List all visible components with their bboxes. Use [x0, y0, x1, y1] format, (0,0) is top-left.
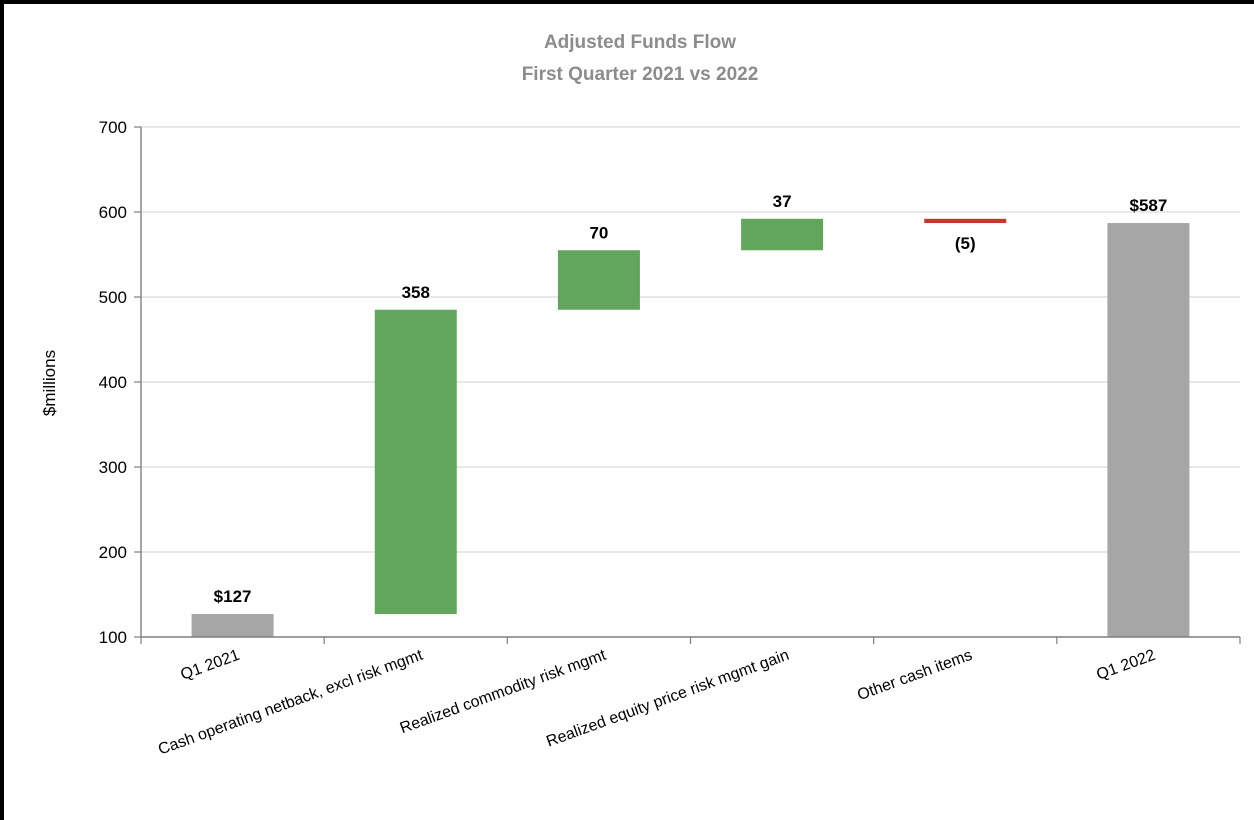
bar-increase	[557, 250, 640, 310]
x-tick-label: Other cash items	[855, 647, 974, 704]
bars	[191, 218, 1190, 638]
axes	[140, 127, 1241, 644]
y-axis-label: $millions	[40, 350, 59, 416]
bar-total	[191, 614, 274, 637]
data-label: 37	[773, 192, 792, 211]
chart-subtitle: First Quarter 2021 vs 2022	[522, 64, 759, 85]
data-label: $587	[1130, 196, 1168, 215]
y-tick-label: 700	[99, 118, 127, 137]
gridlines	[134, 126, 1240, 638]
y-tick-label: 400	[99, 373, 127, 392]
data-label: $127	[214, 587, 252, 606]
y-tick-label: 600	[99, 203, 127, 222]
x-tick-label: Q1 2022	[1094, 647, 1158, 684]
chart-title: Adjusted Funds Flow	[544, 32, 736, 53]
data-label: 358	[402, 283, 430, 302]
y-tick-label: 200	[99, 543, 127, 562]
bar-increase	[374, 309, 457, 615]
bar-decrease	[924, 218, 1007, 224]
x-tick-label: Q1 2021	[178, 647, 242, 684]
y-tick-label: 300	[99, 458, 127, 477]
data-label: (5)	[955, 234, 976, 253]
bar-total	[1107, 223, 1190, 638]
bar-increase	[741, 218, 824, 251]
y-tick-label: 500	[99, 288, 127, 307]
y-tick-labels: 100 200 300 400 500 600 700	[99, 118, 127, 647]
data-label: 70	[589, 223, 608, 242]
data-labels: $127 358 70 37 (5) $587	[214, 192, 1168, 606]
y-tick-label: 100	[99, 628, 127, 647]
